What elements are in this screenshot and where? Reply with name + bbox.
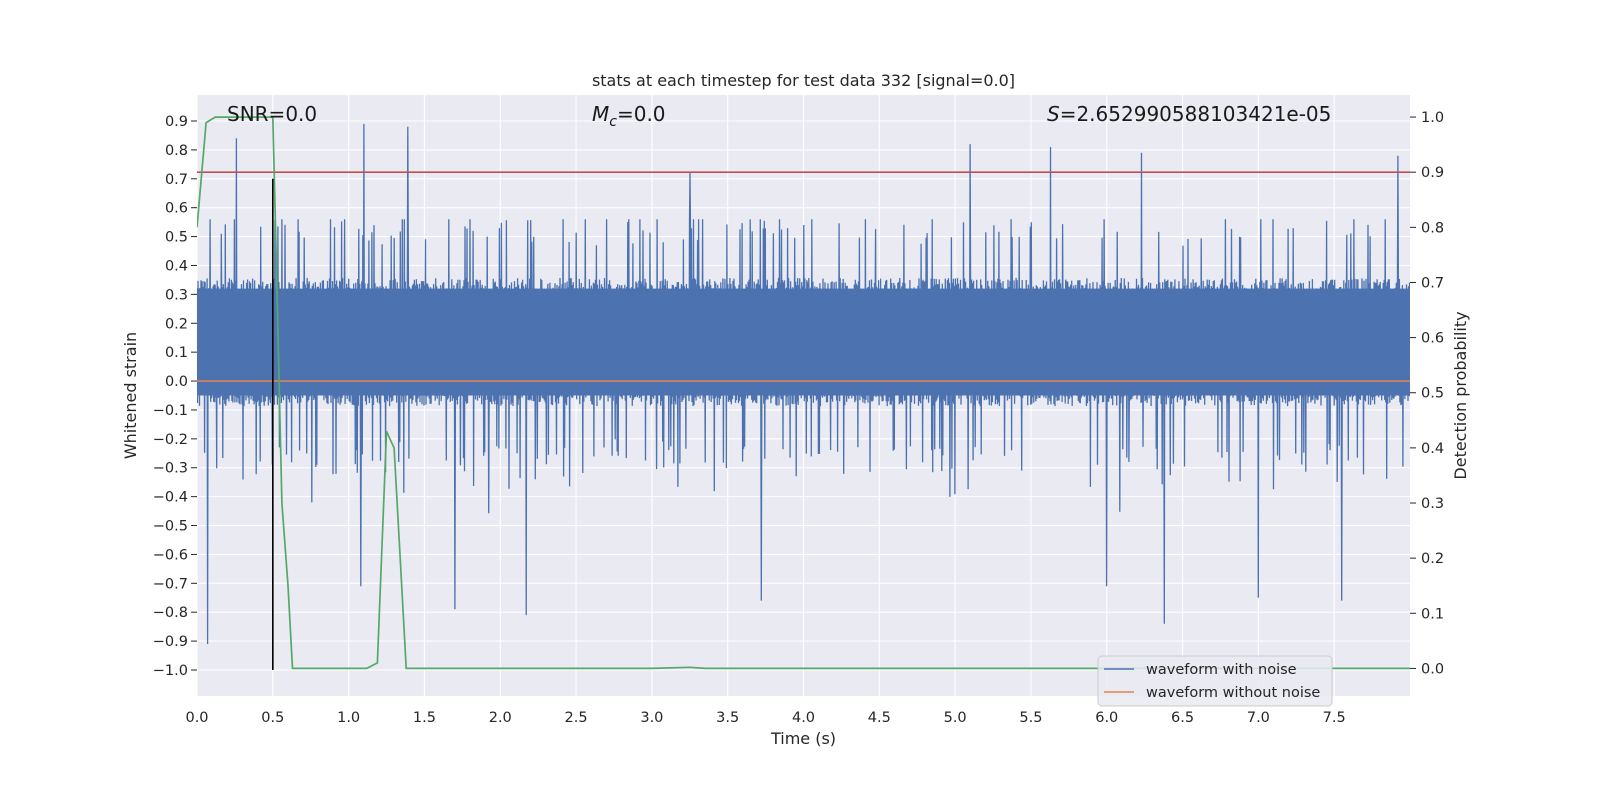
x-tick-label: 0.5: [261, 710, 284, 726]
x-tick-label: 1.5: [413, 710, 436, 726]
y2-tick-label: 0.0: [1421, 661, 1444, 677]
y-tick-label: −0.9: [153, 634, 188, 650]
y-tick-label: −0.4: [153, 490, 188, 506]
y2-tick-label: 0.8: [1421, 220, 1444, 236]
y-tick-label: −0.1: [153, 403, 188, 419]
detection-probability-line: [197, 116, 1410, 670]
chart-title: stats at each timestep for test data 332…: [592, 71, 1015, 90]
x-tick-label: 5.0: [944, 710, 967, 726]
y-tick-label: 0.1: [165, 345, 188, 361]
series: [197, 116, 1410, 670]
y2-tick-label: 0.2: [1421, 551, 1444, 567]
y2-tick-label: 0.9: [1421, 165, 1444, 181]
y-tick-label: −0.5: [153, 519, 188, 535]
statistic-annotation: S=2.652990588103421e-05: [1047, 102, 1331, 126]
y-tick-label: 0.7: [165, 172, 188, 188]
mc-value: =0.0: [617, 102, 666, 126]
chirp-mass-annotation: Mc=0.0: [592, 102, 666, 130]
x-tick-label: 6.0: [1095, 710, 1118, 726]
y2-tick-label: 0.1: [1421, 606, 1444, 622]
snr-annotation: SNR=0.0: [227, 102, 317, 126]
y-tick-label: −0.6: [153, 547, 188, 563]
x-tick-label: 5.5: [1019, 710, 1042, 726]
y2-axis-label: Detection probability: [1451, 311, 1470, 479]
y2-tick-label: 1.0: [1421, 110, 1444, 126]
y-tick-label: 0.5: [165, 230, 188, 246]
y2-tick-label: 0.3: [1421, 496, 1444, 512]
s-symbol: S: [1047, 102, 1060, 126]
y-tick-label: 0.0: [165, 374, 188, 390]
snr-prefix: SNR=: [227, 102, 285, 126]
snr-value: 0.0: [285, 102, 317, 126]
y2-tick-label: 0.6: [1421, 331, 1444, 347]
y2-tick-label: 0.4: [1421, 441, 1444, 457]
y-axis-label: Whitened strain: [121, 332, 140, 459]
y-tick-label: −0.7: [153, 576, 188, 592]
x-tick-label: 4.5: [868, 710, 891, 726]
legend-label-clean: waveform without noise: [1146, 685, 1320, 701]
x-tick-label: 2.0: [489, 710, 512, 726]
y2-tick-label: 0.7: [1421, 275, 1444, 291]
mc-symbol: M: [592, 102, 609, 126]
x-tick-label: 6.5: [1171, 710, 1194, 726]
y-tick-label: −1.0: [153, 663, 188, 679]
noise-core-band: [197, 288, 1410, 396]
y-tick-label: −0.3: [153, 461, 188, 477]
mc-subscript: c: [609, 114, 617, 130]
x-tick-label: 7.5: [1323, 710, 1346, 726]
y2-tick-label: 0.5: [1421, 386, 1444, 402]
legend: waveform with noise waveform without noi…: [1097, 655, 1333, 707]
s-value: =2.652990588103421e-05: [1060, 102, 1332, 126]
y-tick-label: 0.9: [165, 114, 188, 130]
y-tick-label: −0.8: [153, 605, 188, 621]
y-tick-label: −0.2: [153, 432, 188, 448]
y-tick-label: 0.3: [165, 287, 188, 303]
legend-box: [1097, 655, 1333, 707]
y-tick-label: 0.2: [165, 316, 188, 332]
x-tick-label: 1.0: [337, 710, 360, 726]
x-tick-label: 4.0: [792, 710, 815, 726]
y-tick-label: 0.4: [165, 258, 188, 274]
x-tick-label: 0.0: [185, 710, 208, 726]
x-tick-label: 3.0: [640, 710, 663, 726]
y-tick-label: 0.6: [165, 201, 188, 217]
legend-label-noise: waveform with noise: [1146, 662, 1297, 678]
x-tick-label: 2.5: [565, 710, 588, 726]
x-tick-label: 3.5: [716, 710, 739, 726]
y-tick-label: 0.8: [165, 143, 188, 159]
ticks: 0.0 0.5 1.0 1.5 2.0 2.5 3.0 3.5 4.0 4.5 5.0 5.5 6.0 6…: [153, 110, 1444, 726]
x-axis-label: Time (s): [770, 729, 836, 748]
x-tick-label: 7.0: [1247, 710, 1270, 726]
